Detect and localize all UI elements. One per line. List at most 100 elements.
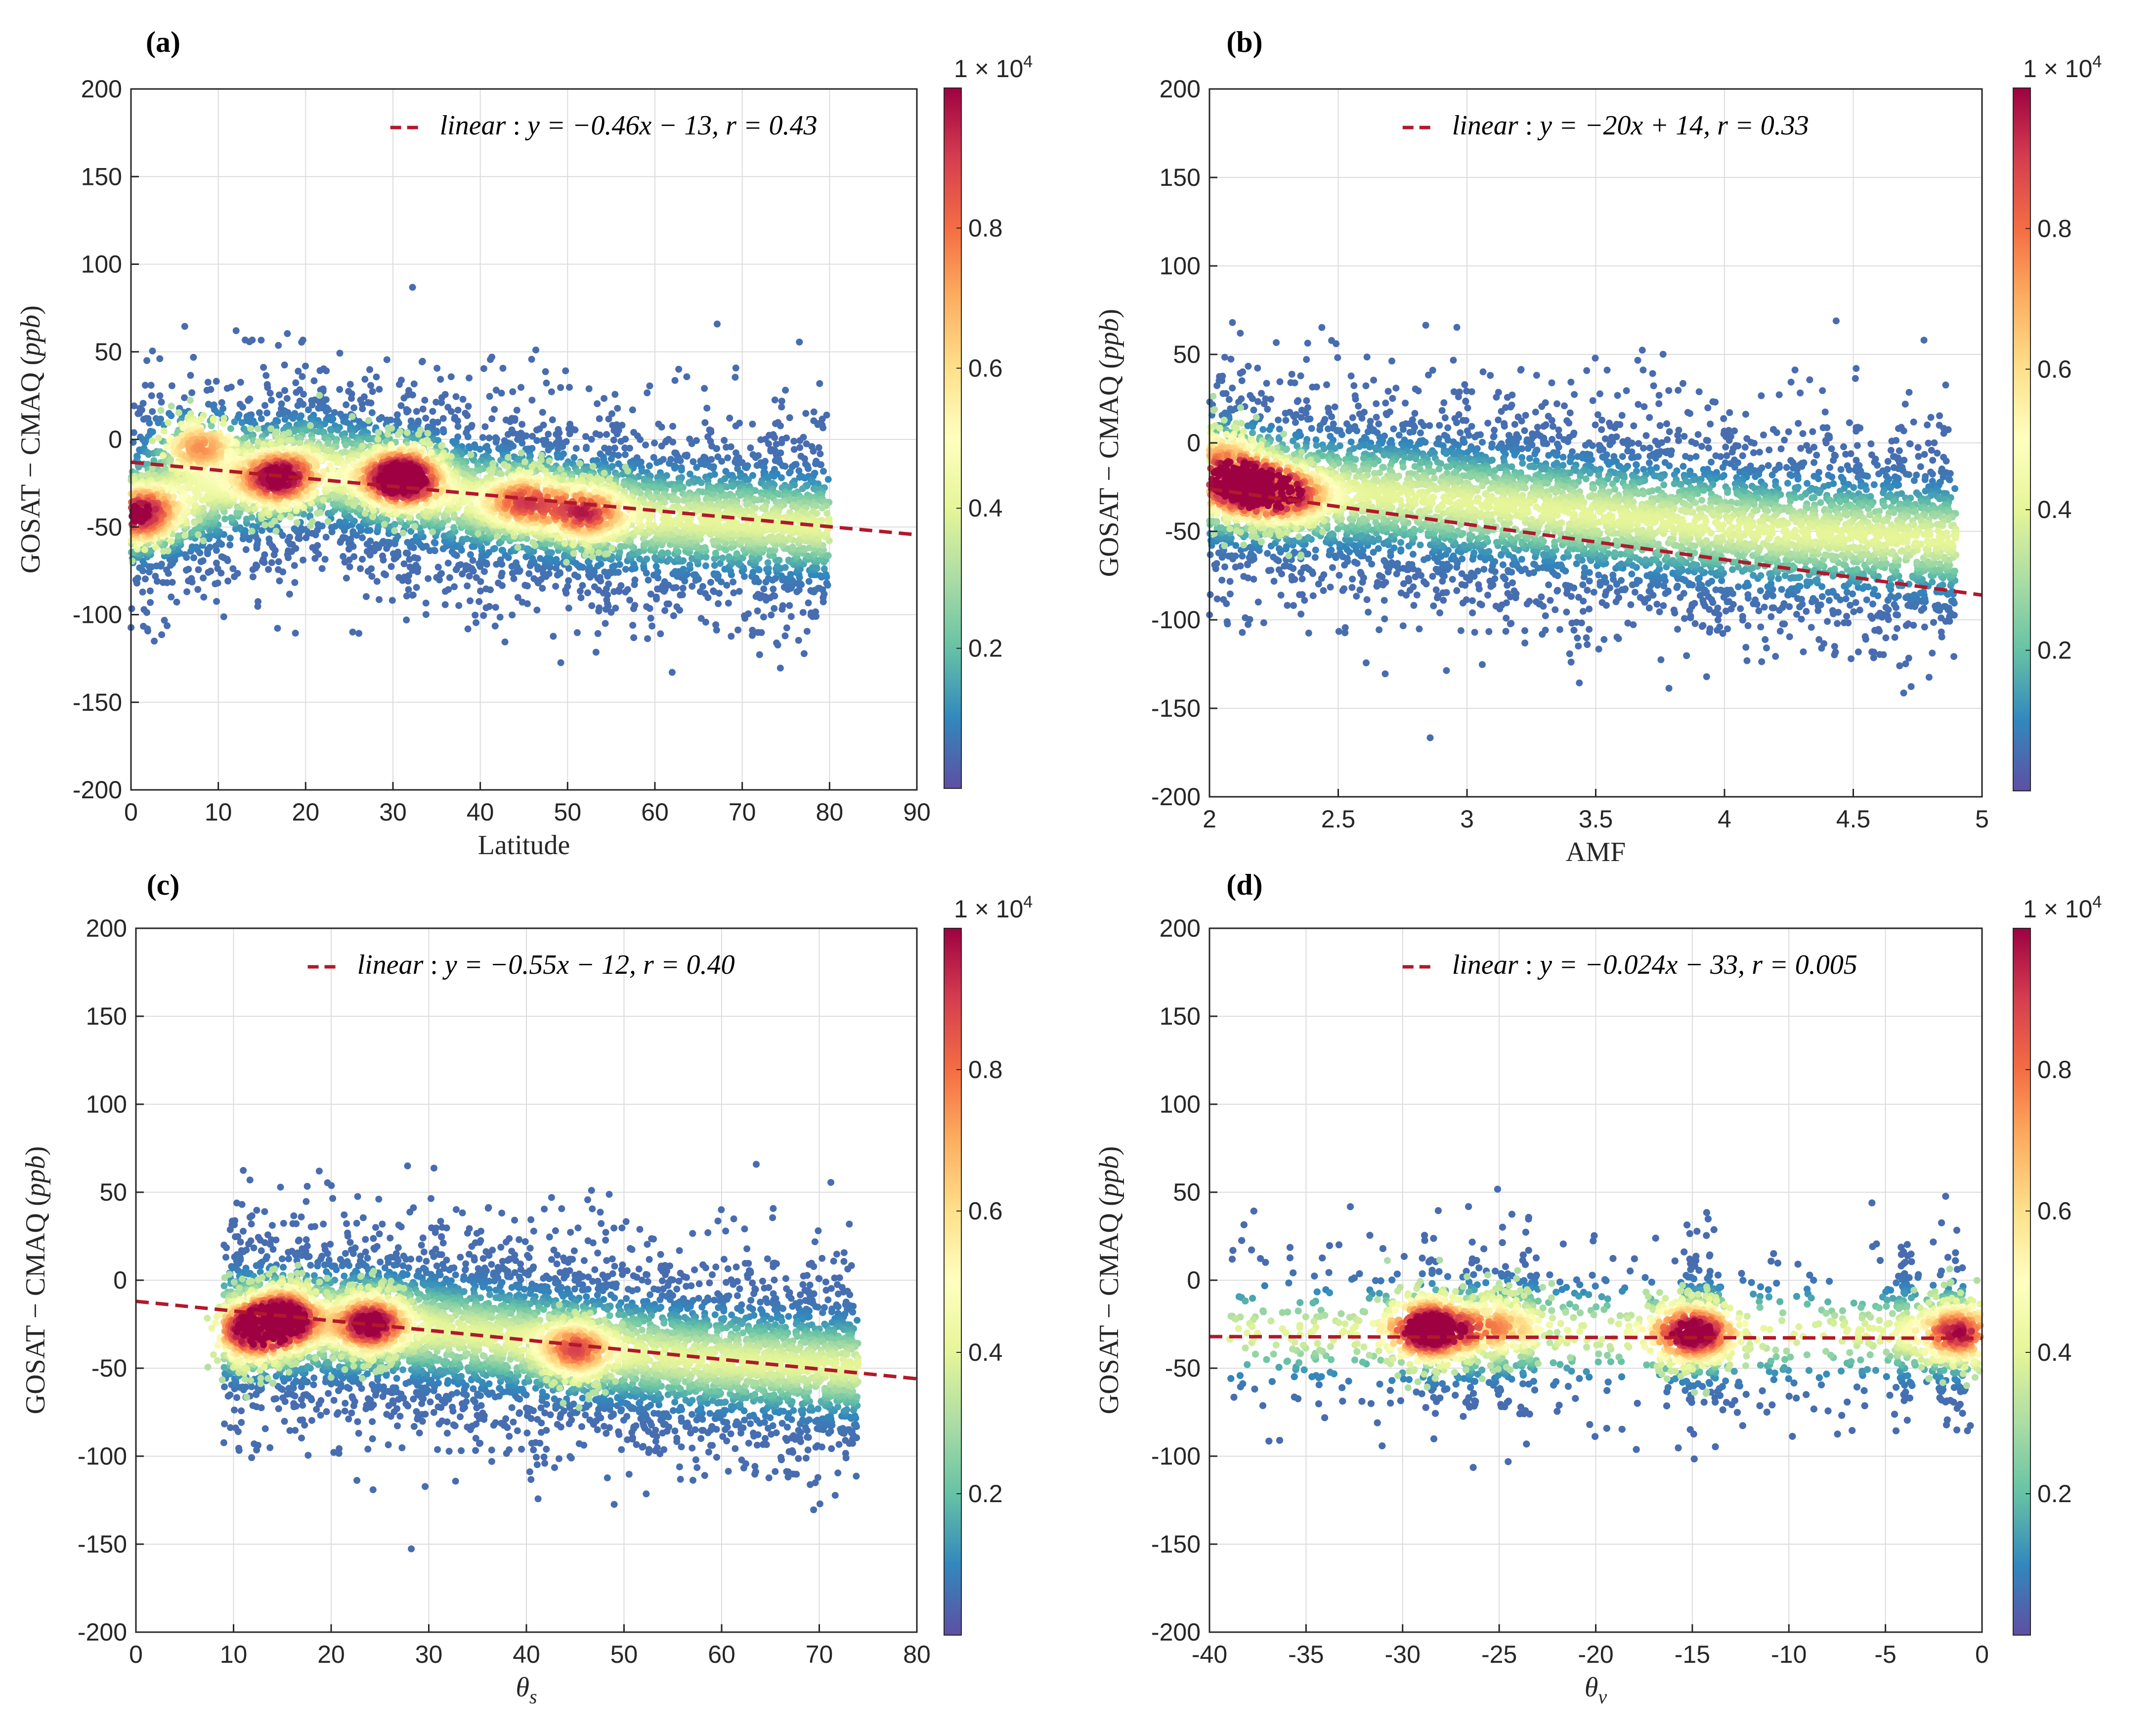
data-point	[629, 622, 636, 629]
data-point	[487, 356, 494, 363]
data-point	[768, 611, 775, 618]
panel-label: (a)	[146, 26, 180, 58]
data-point	[724, 454, 731, 461]
data-point	[702, 563, 709, 569]
data-point	[760, 585, 767, 592]
data-point	[368, 565, 375, 572]
data-point	[637, 436, 644, 443]
data-point	[632, 576, 639, 583]
data-point	[673, 584, 680, 591]
data-point	[752, 454, 759, 461]
data-point	[678, 467, 685, 474]
data-point	[617, 438, 624, 445]
data-point	[300, 391, 307, 398]
data-point	[268, 397, 275, 404]
data-point	[564, 583, 571, 590]
data-point	[550, 633, 557, 640]
data-point	[476, 446, 483, 453]
data-point	[586, 386, 593, 392]
data-point	[349, 629, 356, 636]
data-point	[300, 401, 306, 408]
data-point	[475, 598, 482, 605]
data-point	[465, 403, 472, 410]
data-point	[276, 577, 283, 584]
data-point	[465, 433, 472, 440]
data-point	[509, 611, 516, 618]
data-point	[782, 564, 789, 571]
data-point	[692, 571, 699, 578]
data-point	[442, 601, 449, 608]
data-point	[513, 560, 519, 566]
data-point	[605, 416, 612, 423]
data-point	[546, 570, 553, 577]
data-point	[672, 377, 679, 384]
data-point	[149, 429, 156, 435]
data-point	[754, 607, 761, 614]
data-point	[276, 391, 283, 398]
data-point	[690, 458, 697, 465]
data-point	[405, 586, 412, 593]
data-point	[552, 583, 559, 590]
data-point	[749, 421, 756, 428]
data-point	[394, 549, 401, 556]
data-point	[605, 580, 612, 587]
data-point	[545, 431, 552, 437]
data-point	[349, 528, 356, 535]
data-point	[451, 583, 458, 590]
data-point	[480, 365, 487, 372]
data-point	[710, 465, 717, 472]
data-point	[188, 575, 195, 582]
data-point	[292, 630, 299, 637]
data-point	[802, 410, 809, 417]
data-point	[323, 408, 330, 415]
data-point	[617, 582, 624, 589]
data-point	[817, 450, 823, 457]
data-point	[756, 651, 763, 658]
data-point	[661, 607, 668, 614]
data-point	[440, 429, 447, 435]
data-point	[419, 358, 426, 365]
data-point	[262, 372, 269, 379]
data-point	[488, 415, 495, 422]
data-point	[732, 374, 738, 381]
data-point	[455, 602, 462, 609]
data-point	[226, 542, 233, 549]
data-point	[684, 373, 690, 380]
data-point	[188, 389, 195, 396]
data-point	[455, 423, 462, 430]
data-point	[486, 434, 493, 441]
data-point	[825, 476, 832, 483]
data-point	[376, 596, 383, 603]
data-point	[597, 574, 604, 581]
data-point	[622, 566, 629, 573]
data-point	[220, 613, 227, 620]
data-point	[773, 441, 780, 448]
data-point	[293, 389, 300, 396]
data-point	[181, 323, 188, 330]
data-point	[275, 558, 282, 565]
data-point	[218, 553, 225, 560]
data-point	[446, 574, 453, 581]
data-point	[693, 464, 700, 471]
data-point	[593, 649, 600, 656]
data-point	[712, 621, 719, 628]
data-point	[571, 571, 578, 578]
data-point	[409, 284, 416, 291]
data-point	[173, 599, 180, 606]
figure: (a)0 10 20 30 40 50 60 70 80 90-200-150-100-50050…	[0, 0, 2156, 1731]
data-point	[816, 380, 823, 387]
data-point	[367, 382, 374, 389]
data-point	[250, 573, 257, 580]
data-point	[499, 570, 506, 577]
data-point	[778, 403, 785, 410]
data-point	[525, 570, 532, 577]
data-point	[629, 406, 636, 413]
data-point	[493, 439, 500, 446]
data-point	[168, 412, 174, 419]
data-point	[779, 602, 786, 609]
data-point	[473, 619, 479, 626]
data-point	[499, 547, 506, 554]
data-point	[369, 388, 376, 395]
data-point	[207, 567, 214, 574]
data-point	[410, 592, 417, 599]
